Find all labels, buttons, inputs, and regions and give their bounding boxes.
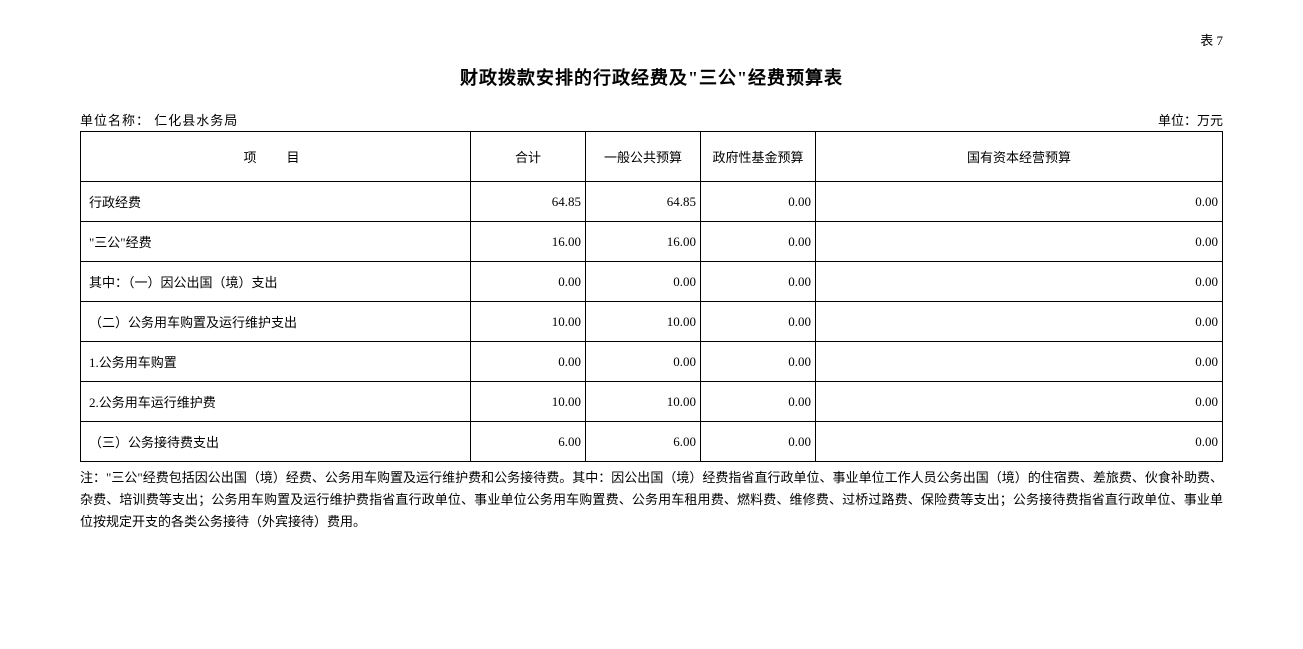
table-row: 其中：（一）因公出国（境）支出0.000.000.000.00 [81,262,1223,302]
unit-name: 单位名称： 仁化县水务局 [80,110,238,129]
unit-name-label: 单位名称： [80,113,150,128]
cell-item: "三公"经费 [81,222,471,262]
table-row: 1.公务用车购置0.000.000.000.00 [81,342,1223,382]
cell-general: 6.00 [586,422,701,462]
table-row: （二）公务用车购置及运行维护支出10.0010.000.000.00 [81,302,1223,342]
table-header-row: 项目 合计 一般公共预算 政府性基金预算 国有资本经营预算 [81,132,1223,182]
cell-gov: 0.00 [701,342,816,382]
cell-state: 0.00 [816,382,1223,422]
cell-state: 0.00 [816,342,1223,382]
footnote: 注："三公"经费包括因公出国（境）经费、公务用车购置及运行维护费和公务接待费。其… [80,467,1223,533]
cell-gov: 0.00 [701,182,816,222]
header-item: 项目 [81,132,471,182]
cell-item: （三）公务接待费支出 [81,422,471,462]
unit-name-value: 仁化县水务局 [154,113,238,128]
cell-general: 0.00 [586,342,701,382]
cell-total: 0.00 [471,342,586,382]
cell-total: 10.00 [471,302,586,342]
cell-total: 64.85 [471,182,586,222]
cell-general: 10.00 [586,302,701,342]
header-info-row: 单位名称： 仁化县水务局 单位：万元 [80,110,1223,129]
table-row: （三）公务接待费支出6.006.000.000.00 [81,422,1223,462]
cell-state: 0.00 [816,182,1223,222]
budget-table: 项目 合计 一般公共预算 政府性基金预算 国有资本经营预算 行政经费64.856… [80,131,1223,462]
cell-item: 其中：（一）因公出国（境）支出 [81,262,471,302]
cell-general: 64.85 [586,182,701,222]
cell-state: 0.00 [816,422,1223,462]
cell-total: 16.00 [471,222,586,262]
cell-item: 行政经费 [81,182,471,222]
header-general: 一般公共预算 [586,132,701,182]
header-total: 合计 [471,132,586,182]
header-gov-fund: 政府性基金预算 [701,132,816,182]
cell-state: 0.00 [816,222,1223,262]
currency-unit: 单位：万元 [1158,110,1223,129]
cell-gov: 0.00 [701,422,816,462]
cell-gov: 0.00 [701,222,816,262]
cell-item: 2.公务用车运行维护费 [81,382,471,422]
table-row: 2.公务用车运行维护费10.0010.000.000.00 [81,382,1223,422]
table-row: "三公"经费16.0016.000.000.00 [81,222,1223,262]
cell-general: 0.00 [586,262,701,302]
cell-general: 16.00 [586,222,701,262]
header-state-capital: 国有资本经营预算 [816,132,1223,182]
cell-state: 0.00 [816,302,1223,342]
cell-gov: 0.00 [701,302,816,342]
cell-item: （二）公务用车购置及运行维护支出 [81,302,471,342]
cell-item: 1.公务用车购置 [81,342,471,382]
cell-total: 6.00 [471,422,586,462]
table-row: 行政经费64.8564.850.000.00 [81,182,1223,222]
cell-state: 0.00 [816,262,1223,302]
table-number: 表 7 [80,30,1223,49]
cell-gov: 0.00 [701,382,816,422]
cell-general: 10.00 [586,382,701,422]
page-title: 财政拨款安排的行政经费及"三公"经费预算表 [80,64,1223,90]
cell-total: 0.00 [471,262,586,302]
cell-total: 10.00 [471,382,586,422]
cell-gov: 0.00 [701,262,816,302]
